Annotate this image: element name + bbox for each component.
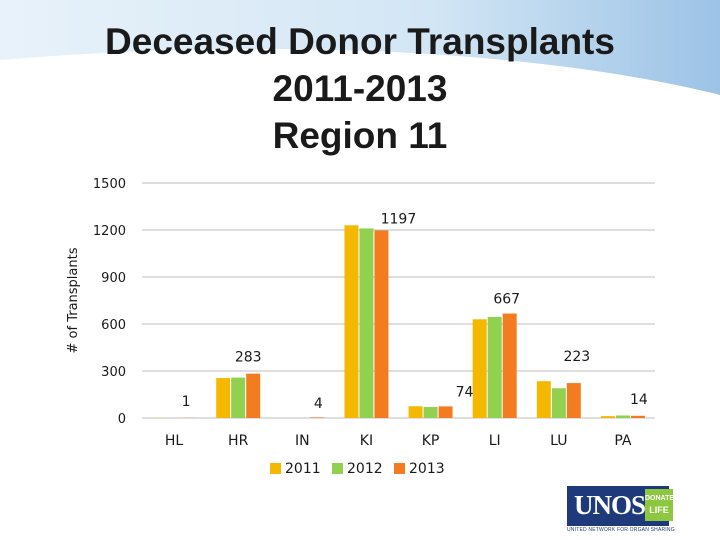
badge-line-2: LIFE bbox=[649, 505, 669, 515]
bar-lu-2012 bbox=[551, 388, 566, 418]
x-tick-label: PA bbox=[614, 433, 632, 449]
bar-li-2013 bbox=[502, 313, 517, 418]
y-tick-label: 600 bbox=[101, 318, 126, 333]
bar-pa-2013 bbox=[630, 415, 645, 418]
x-tick-label: LI bbox=[489, 433, 501, 449]
bar-li-2011 bbox=[472, 319, 487, 418]
page-title: Deceased Donor Transplants 2011-2013 Reg… bbox=[0, 18, 720, 159]
title-line-3: Region 11 bbox=[272, 115, 448, 156]
bar-ki-2012 bbox=[359, 228, 374, 418]
bar-hr-2011 bbox=[216, 378, 231, 418]
data-label-li: 667 bbox=[493, 292, 520, 308]
header-swoosh bbox=[0, 0, 720, 95]
legend-swatch-2013 bbox=[394, 463, 405, 474]
logo-text: UNOS bbox=[574, 490, 646, 520]
x-tick-label: KI bbox=[360, 433, 373, 449]
data-label-pa: 14 bbox=[630, 392, 648, 408]
data-label-lu: 223 bbox=[563, 349, 590, 365]
bar-in-2013 bbox=[310, 417, 325, 418]
legend-label-2011: 2011 bbox=[285, 461, 321, 477]
data-label-ki: 1197 bbox=[381, 211, 417, 227]
y-tick-label: 1200 bbox=[93, 224, 126, 239]
data-label-kp: 74 bbox=[456, 384, 474, 400]
y-axis-title: # of Transplants bbox=[66, 247, 81, 353]
x-tick-label: HL bbox=[165, 433, 184, 449]
x-tick-label: LU bbox=[550, 433, 567, 449]
bar-lu-2011 bbox=[536, 381, 551, 418]
legend-swatch-2012 bbox=[332, 463, 343, 474]
legend-label-2012: 2012 bbox=[347, 461, 383, 477]
unos-logo: UNOS DONATE LIFE UNITED NETWORK FOR ORGA… bbox=[567, 486, 697, 536]
bar-pa-2011 bbox=[600, 416, 615, 418]
y-tick-label: 900 bbox=[101, 271, 126, 286]
bar-lu-2013 bbox=[566, 383, 581, 418]
legend-swatch-2011 bbox=[270, 463, 281, 474]
legend-label-2013: 2013 bbox=[409, 461, 445, 477]
title-line-1: Deceased Donor Transplants bbox=[105, 21, 615, 62]
y-tick-label: 300 bbox=[101, 365, 126, 380]
data-label-hl: 1 bbox=[182, 394, 191, 410]
bar-li-2012 bbox=[487, 316, 502, 418]
bar-kp-2012 bbox=[423, 407, 438, 418]
bar-hr-2013 bbox=[246, 373, 261, 418]
logo-tagline: UNITED NETWORK FOR ORGAN SHARING bbox=[567, 527, 675, 533]
x-tick-label: IN bbox=[295, 433, 310, 449]
data-label-hr: 283 bbox=[235, 350, 262, 366]
bar-hr-2012 bbox=[231, 377, 246, 418]
badge-line-1: DONATE bbox=[645, 495, 675, 502]
bar-ki-2011 bbox=[344, 225, 359, 418]
bar-ki-2013 bbox=[374, 230, 389, 418]
x-tick-label: HR bbox=[228, 433, 249, 449]
y-tick-label: 1500 bbox=[93, 177, 126, 192]
bar-kp-2011 bbox=[408, 406, 423, 418]
x-tick-label: KP bbox=[422, 433, 440, 449]
data-label-in: 4 bbox=[314, 396, 323, 412]
bar-pa-2012 bbox=[615, 415, 630, 418]
bar-kp-2013 bbox=[438, 406, 453, 418]
bar-chart: 0 300 600 900 1200 1500 # of Transplants HL HR IN… bbox=[66, 177, 655, 477]
donate-life-badge: DONATE LIFE bbox=[645, 489, 675, 521]
title-line-2: 2011-2013 bbox=[272, 68, 448, 109]
y-tick-label: 0 bbox=[118, 412, 126, 427]
